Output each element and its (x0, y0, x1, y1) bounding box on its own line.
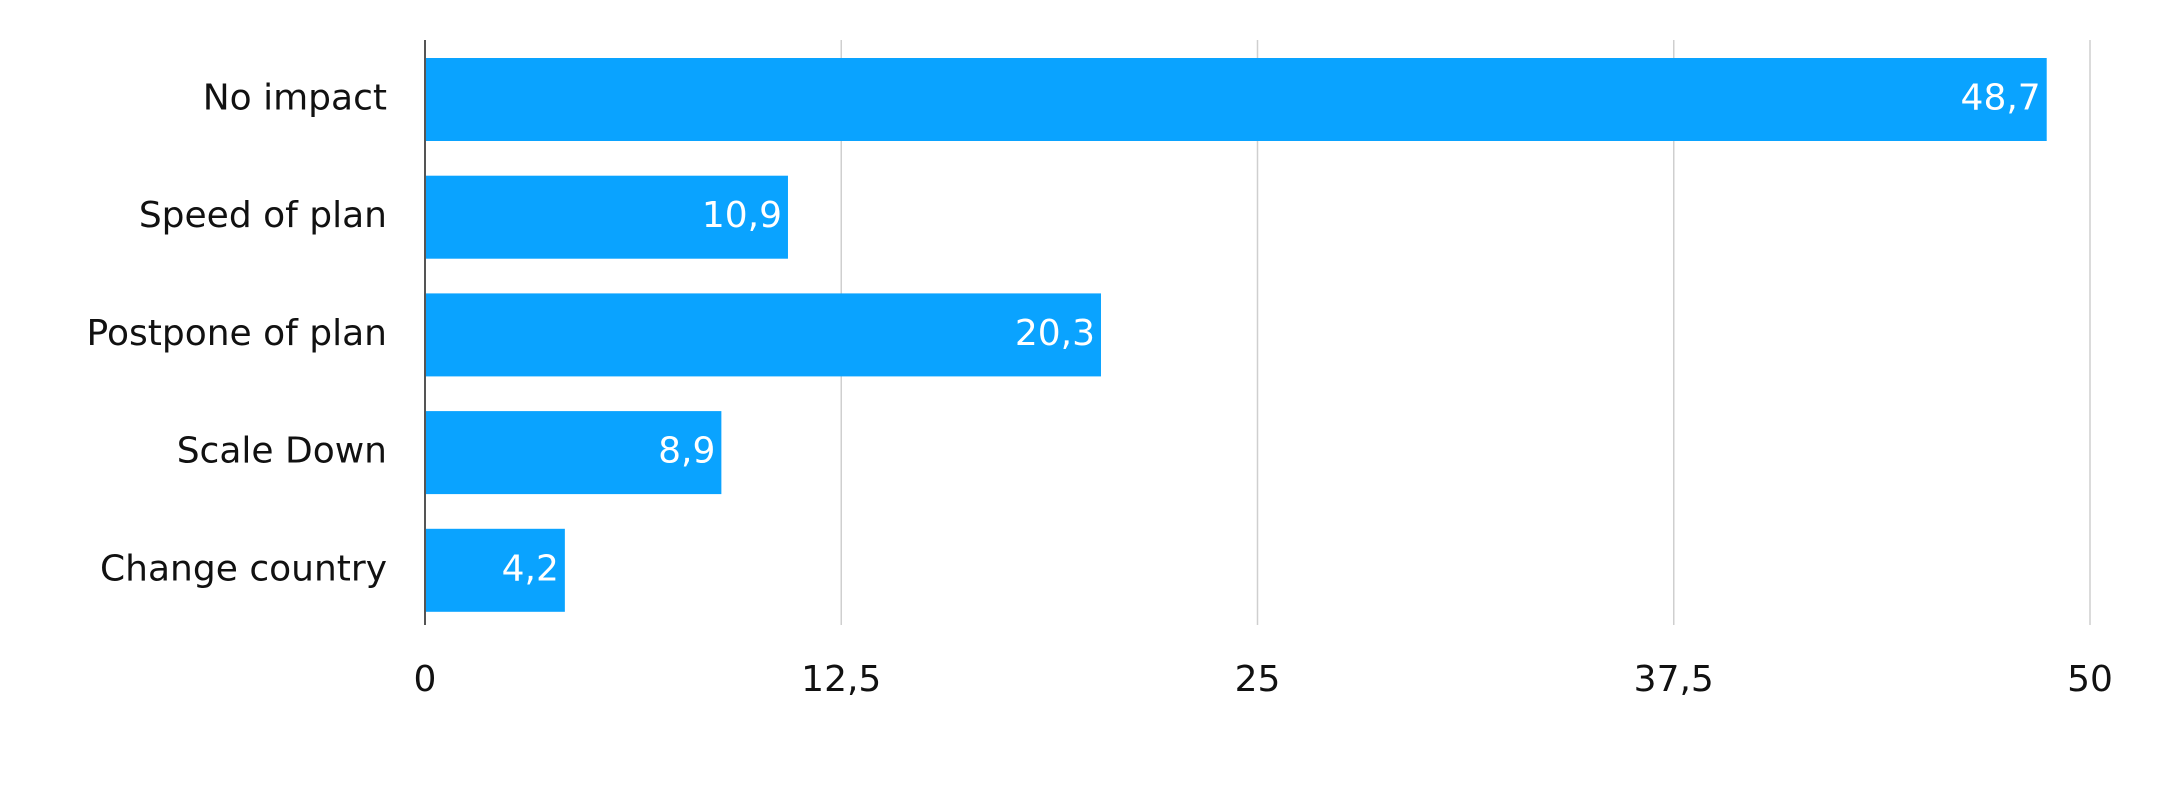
x-tick-label: 50 (2067, 659, 2113, 700)
x-tick-label: 12,5 (801, 659, 881, 700)
value-label: 20,3 (1015, 313, 1095, 354)
value-label: 48,7 (1961, 78, 2041, 119)
bar (425, 293, 1101, 377)
value-label: 10,9 (702, 195, 782, 236)
bar (425, 58, 2047, 141)
value-label: 4,2 (502, 548, 559, 589)
x-tick-label: 0 (414, 659, 437, 700)
bar (425, 175, 788, 259)
value-label: 8,9 (658, 431, 715, 472)
bar (425, 411, 722, 495)
bars (425, 58, 2047, 612)
y-tick-label: No impact (203, 78, 387, 119)
x-tick-label: 37,5 (1634, 659, 1714, 700)
y-tick-label: Speed of plan (139, 195, 387, 236)
y-tick-label: Postpone of plan (87, 313, 387, 354)
x-tick-label: 25 (1235, 659, 1281, 700)
y-tick-label: Change country (100, 548, 387, 589)
labels: 0 12,5 25 37,5 50 48,7 No impact 10,9 Speed of p… (87, 78, 2113, 701)
bar (425, 528, 565, 612)
y-tick-label: Scale Down (177, 431, 387, 472)
